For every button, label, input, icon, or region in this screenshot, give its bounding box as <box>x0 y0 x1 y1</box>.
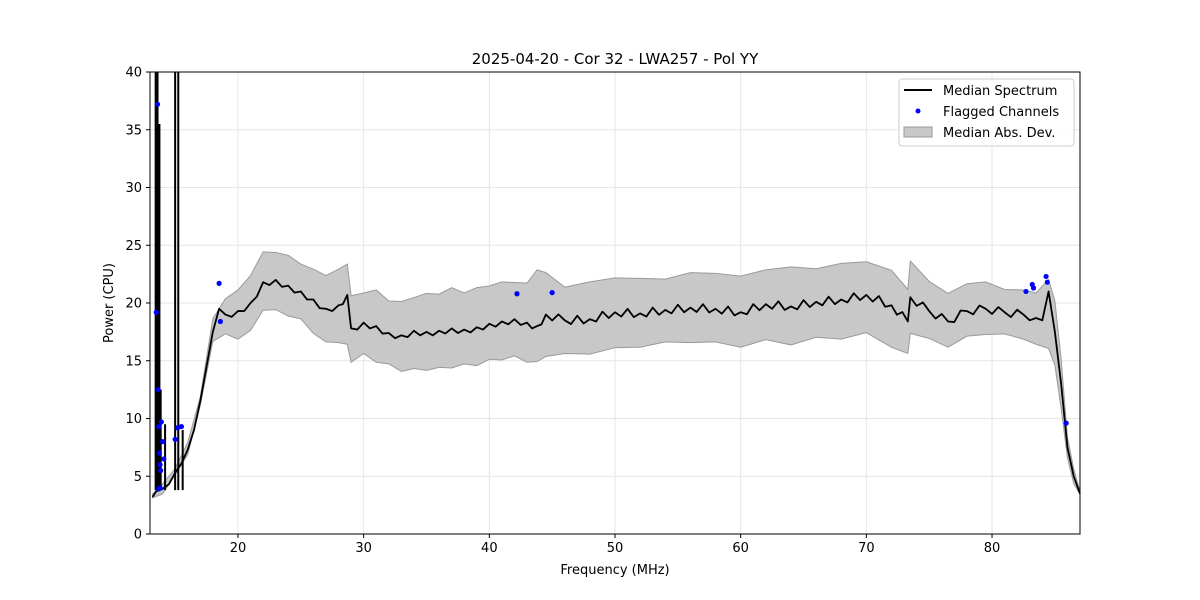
x-tick-label: 60 <box>732 541 749 556</box>
legend: Median Spectrum Flagged Channels Median … <box>898 78 1075 147</box>
flagged-channel-point <box>157 462 163 468</box>
y-tick-label: 5 <box>134 470 142 485</box>
y-tick-label: 0 <box>134 528 142 543</box>
flagged-channel-point <box>1063 420 1069 426</box>
flagged-channel-point <box>549 290 555 296</box>
flagged-channel-point <box>158 419 164 425</box>
legend-box <box>898 78 1075 147</box>
y-tick-label: 30 <box>125 181 142 196</box>
y-axis-ticks: 0 5 10 15 20 25 30 35 40 <box>125 66 150 543</box>
chart-title: 2025-04-20 - Cor 32 - LWA257 - Pol YY <box>472 50 759 68</box>
legend-flagged-swatch <box>915 108 921 114</box>
flagged-channel-point <box>158 467 164 474</box>
legend-flagged-label: Flagged Channels <box>943 105 1059 120</box>
flagged-channel-point <box>216 280 222 286</box>
x-tick-label: 20 <box>230 541 247 556</box>
flagged-channel-point <box>154 101 161 107</box>
flagged-channel-point <box>514 291 520 297</box>
flagged-channel-point <box>159 439 166 445</box>
legend-band-label: Median Abs. Dev. <box>943 126 1055 141</box>
flagged-channel-point <box>153 309 159 315</box>
flagged-channel-point <box>155 387 161 393</box>
flagged-channel-point <box>157 485 163 491</box>
x-axis-label: Frequency (MHz) <box>560 563 669 578</box>
y-tick-label: 25 <box>125 239 142 254</box>
flagged-channel-point <box>1044 279 1050 285</box>
x-tick-label: 70 <box>858 541 875 556</box>
flagged-channel-points <box>153 101 1069 492</box>
x-tick-label: 30 <box>355 541 372 556</box>
x-tick-label: 40 <box>481 541 498 556</box>
legend-band-swatch <box>903 126 933 138</box>
y-tick-label: 40 <box>125 66 142 81</box>
x-axis-ticks: 20 30 40 50 60 70 80 <box>230 534 1001 556</box>
median-spectrum-line <box>151 278 1081 498</box>
flagged-channel-point <box>217 318 223 325</box>
flagged-channel-point <box>172 436 178 442</box>
x-tick-label: 50 <box>607 541 624 556</box>
flagged-channel-point <box>1043 273 1049 280</box>
flagged-channel-point <box>161 456 167 462</box>
flagged-channel-point <box>1030 285 1037 291</box>
median-spectrum <box>151 278 1081 498</box>
y-tick-label: 35 <box>125 123 142 138</box>
flagged-channel-point <box>178 423 185 430</box>
x-tick-label: 80 <box>984 541 1001 556</box>
flagged-channel-point <box>1023 288 1029 295</box>
flagged-channel-point <box>156 450 163 456</box>
legend-median-label: Median Spectrum <box>943 84 1057 99</box>
y-tick-label: 10 <box>125 412 142 427</box>
y-tick-label: 20 <box>125 297 142 312</box>
y-tick-label: 15 <box>125 354 142 369</box>
flagged-channel-point <box>156 423 162 430</box>
y-axis-label: Power (CPU) <box>102 263 117 343</box>
